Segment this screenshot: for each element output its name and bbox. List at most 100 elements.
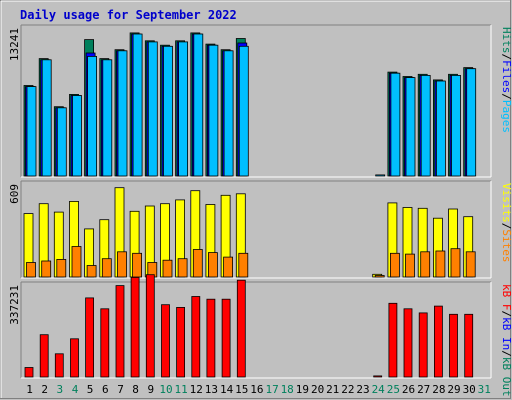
day-label: 27 xyxy=(417,383,430,396)
day-label: 15 xyxy=(235,383,248,396)
bar-pages-day-9 xyxy=(147,41,158,177)
bar-kb-f-day-6 xyxy=(100,308,110,378)
day-label: 1 xyxy=(26,383,33,396)
bar-pages-day-10 xyxy=(163,45,173,177)
day-label: 31 xyxy=(478,383,491,396)
day-label: 13 xyxy=(205,383,218,396)
bar-sites-day-7 xyxy=(117,251,127,278)
bar-kb-f-day-30 xyxy=(464,313,474,378)
bar-sites-day-1 xyxy=(26,262,36,278)
bar-sites-day-6 xyxy=(101,258,112,278)
panel-max-label: 13241 xyxy=(8,28,21,61)
day-label: 5 xyxy=(87,383,94,396)
day-label: 23 xyxy=(356,383,369,396)
bar-pages-day-11 xyxy=(178,41,189,177)
panel-1: 13241 Hits/Files/Pages xyxy=(8,24,512,178)
panel-legend: Visits/Sites xyxy=(500,183,512,263)
bar-kb-f-day-1 xyxy=(24,367,34,378)
panel-2: 609 Visits/Sites xyxy=(8,180,512,279)
legend-entry: kB In xyxy=(500,317,512,350)
day-label: 9 xyxy=(147,383,154,396)
bar-kb-f-day-29 xyxy=(449,313,458,378)
bar-pages-day-8 xyxy=(132,33,143,177)
bar-pages-day-2 xyxy=(41,59,52,177)
bar-pages-day-1 xyxy=(26,86,37,177)
day-label: 16 xyxy=(250,383,263,396)
bar-kb-f-day-5 xyxy=(85,297,94,378)
bar-pages-day-29 xyxy=(451,75,461,177)
day-label: 6 xyxy=(102,383,109,396)
bar-sites-day-3 xyxy=(56,258,67,278)
day-label: 10 xyxy=(159,383,172,396)
legend-entry: Visits xyxy=(500,183,512,223)
day-label: 3 xyxy=(56,383,63,396)
chart-title: Daily usage for September 2022 xyxy=(20,8,237,22)
bar-sites-day-2 xyxy=(41,260,52,278)
legend-entry: / xyxy=(500,93,512,100)
legend-entry: / xyxy=(500,311,512,318)
bar-sites-day-11 xyxy=(177,258,188,278)
bar-kb-f-day-26 xyxy=(403,308,413,378)
panel-legend: kB F/kB In/kB Out xyxy=(500,284,512,397)
day-label: 29 xyxy=(447,383,460,396)
bar-sites-day-8 xyxy=(132,252,143,278)
day-label: 8 xyxy=(132,383,139,396)
day-label: 22 xyxy=(341,383,354,396)
legend-entry: Sites xyxy=(500,229,512,262)
bar-sites-day-29 xyxy=(450,248,461,278)
panel-max-label: 337231 xyxy=(8,285,21,325)
day-label: 21 xyxy=(326,383,339,396)
day-label: 30 xyxy=(463,383,476,396)
day-label: 19 xyxy=(296,383,309,396)
panel-background xyxy=(21,282,491,378)
bar-kb-f-day-10 xyxy=(161,304,170,378)
legend-entry: Files xyxy=(500,60,512,93)
bar-kb-f-day-4 xyxy=(70,338,79,378)
bar-kb-f-day-25 xyxy=(388,302,398,378)
bar-sites-day-15 xyxy=(238,252,249,278)
bar-pages-day-14 xyxy=(223,50,234,177)
bar-kb-f-day-3 xyxy=(54,353,64,378)
panel-legend: Hits/Files/Pages xyxy=(500,27,512,133)
day-label: 24 xyxy=(372,383,386,396)
day-label: 18 xyxy=(281,383,294,396)
day-label: 17 xyxy=(265,383,278,396)
panel-3: 337231 kB F/kB In/kB Out xyxy=(8,274,512,397)
day-label: 12 xyxy=(190,383,203,396)
bar-sites-day-10 xyxy=(162,259,173,278)
bar-sites-day-12 xyxy=(192,249,203,278)
bar-kb-f-day-8 xyxy=(130,276,140,378)
bar-kb-f-day-7 xyxy=(115,285,125,378)
bar-pages-day-5 xyxy=(87,56,97,177)
bar-pages-day-27 xyxy=(420,75,431,177)
bar-kb-f-day-28 xyxy=(433,305,443,378)
day-label: 28 xyxy=(432,383,445,396)
bar-sites-day-26 xyxy=(405,253,415,278)
bar-kb-f-day-11 xyxy=(176,306,186,378)
bar-pages-day-24 xyxy=(375,174,386,177)
bar-kb-f-day-27 xyxy=(418,312,428,378)
bar-sites-day-25 xyxy=(389,252,400,278)
bar-kb-f-day-12 xyxy=(191,296,201,378)
bar-pages-day-25 xyxy=(390,72,401,177)
bar-kb-f-day-13 xyxy=(206,298,216,378)
bar-sites-day-28 xyxy=(435,250,446,278)
bar-pages-day-6 xyxy=(102,59,113,177)
bar-pages-day-13 xyxy=(208,44,219,177)
bar-sites-day-30 xyxy=(465,251,476,278)
bar-sites-day-27 xyxy=(420,251,431,278)
legend-entry: Pages xyxy=(500,100,512,133)
day-label: 4 xyxy=(72,383,79,396)
bar-kb-f-day-14 xyxy=(221,298,231,378)
legend-entry: / xyxy=(500,54,512,61)
day-label: 2 xyxy=(41,383,48,396)
day-label: 7 xyxy=(117,383,124,396)
bar-pages-day-7 xyxy=(117,50,128,177)
day-label: 14 xyxy=(220,383,234,396)
legend-entry: kB F xyxy=(500,284,512,311)
bar-pages-day-4 xyxy=(72,95,82,177)
bar-kb-f-day-9 xyxy=(145,274,155,378)
bar-sites-day-5 xyxy=(86,265,97,278)
legend-entry: kB Out xyxy=(500,357,512,397)
